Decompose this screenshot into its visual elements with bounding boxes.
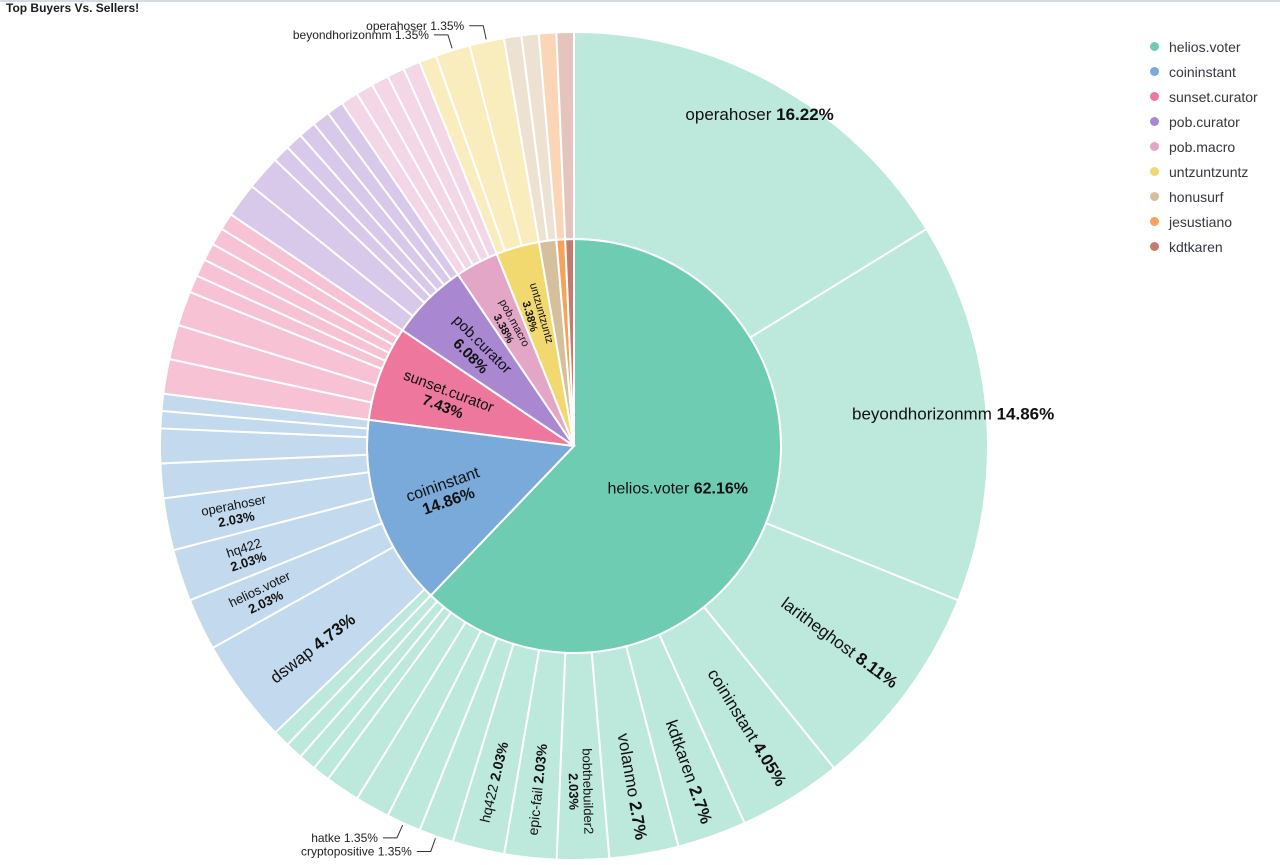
legend-item-pob-macro[interactable]: pob.macro [1150,134,1258,159]
legend-swatch [1150,92,1159,101]
legend-label: untzuntzuntz [1169,163,1249,180]
chart-title: Top Buyers Vs. Sellers! [6,1,140,15]
leader-label-value: 1.35% [378,845,412,859]
leader-label-value: 1.35% [430,19,464,33]
legend-label: pob.curator [1169,113,1240,130]
slice-label: helios.voter 62.16% [607,480,748,497]
slice-label-name: bobthebuilder2 [580,748,597,834]
slice-label-value: 16.22% [776,105,834,124]
legend-item-helios-voter[interactable]: helios.voter [1150,34,1258,59]
legend-swatch [1150,167,1159,176]
legend-swatch [1150,142,1159,151]
slice-label-value: 2.03% [217,508,256,530]
slice-label-value: 2.03% [566,773,582,811]
leader-label-name: cryptopositive [301,845,378,859]
legend-label: helios.voter [1169,38,1241,55]
chart-legend: helios.voter coininstant sunset.curator pob… [1150,34,1258,259]
legend-label: pob.macro [1169,138,1236,155]
legend-swatch [1150,67,1159,76]
legend-swatch [1150,117,1159,126]
legend-swatch [1150,217,1159,226]
leader-line [416,838,436,852]
legend-label: sunset.curator [1169,88,1258,105]
leader-label-name: hatke [311,831,344,845]
leader-line [382,824,404,839]
slice-layer [159,30,989,861]
legend-item-kdtkaren[interactable]: kdtkaren [1150,234,1258,259]
leader-line [433,34,453,49]
legend-label: kdtkaren [1169,238,1223,255]
legend-item-sunset-curator[interactable]: sunset.curator [1150,84,1258,109]
legend-item-pob-curator[interactable]: pob.curator [1150,109,1258,134]
slice-label: bobthebuilder22.03% [565,748,596,835]
leader-line [469,25,487,40]
panel-top-border [0,0,1280,2]
slice-label-value: 2.03% [530,743,550,785]
slice-label: operahoser 16.22% [685,105,833,124]
slice-label: beyondhorizonmm 14.86% [852,405,1054,424]
legend-item-honusurf[interactable]: honusurf [1150,184,1258,209]
legend-swatch [1150,42,1159,51]
slice-label-value: 62.16% [694,480,748,497]
slice-label-name: epic-fail [525,783,546,837]
leader-label: cryptopositive 1.35% [301,845,412,859]
legend-item-untzuntzuntz[interactable]: untzuntzuntz [1150,159,1258,184]
legend-item-jesustiano[interactable]: jesustiano [1150,209,1258,234]
legend-label: honusurf [1169,188,1224,205]
legend-swatch [1150,192,1159,201]
sunburst-chart: helios.voter 62.16%coininstant14.86%suns… [159,19,1054,861]
leader-label-value: 1.35% [344,831,378,845]
leader-label: operahoser 1.35% [366,19,464,33]
slice-label-value: 14.86% [997,405,1055,424]
legend-swatch [1150,242,1159,251]
slice-label-name: helios.voter [607,480,693,497]
leader-label: hatke 1.35% [311,831,378,845]
leader-label: beyondhorizonmm 1.35% [293,28,429,42]
leader-label-value: 1.35% [395,28,429,42]
leader-label-name: beyondhorizonmm [293,28,395,42]
slice-label: epic-fail 2.03% [525,743,551,837]
outer-slice-operahoser[interactable] [573,30,928,339]
leader-label-name: operahoser [366,19,430,33]
outer-slice-unlabeled[interactable] [273,587,433,747]
legend-label: jesustiano [1169,213,1233,230]
slice-label-name: beyondhorizonmm [852,405,997,424]
slice-label-name: operahoser [685,105,776,124]
outer-slice-beyondhorizonmm[interactable] [748,227,989,602]
legend-item-coininstant[interactable]: coininstant [1150,59,1258,84]
legend-label: coininstant [1169,63,1236,80]
